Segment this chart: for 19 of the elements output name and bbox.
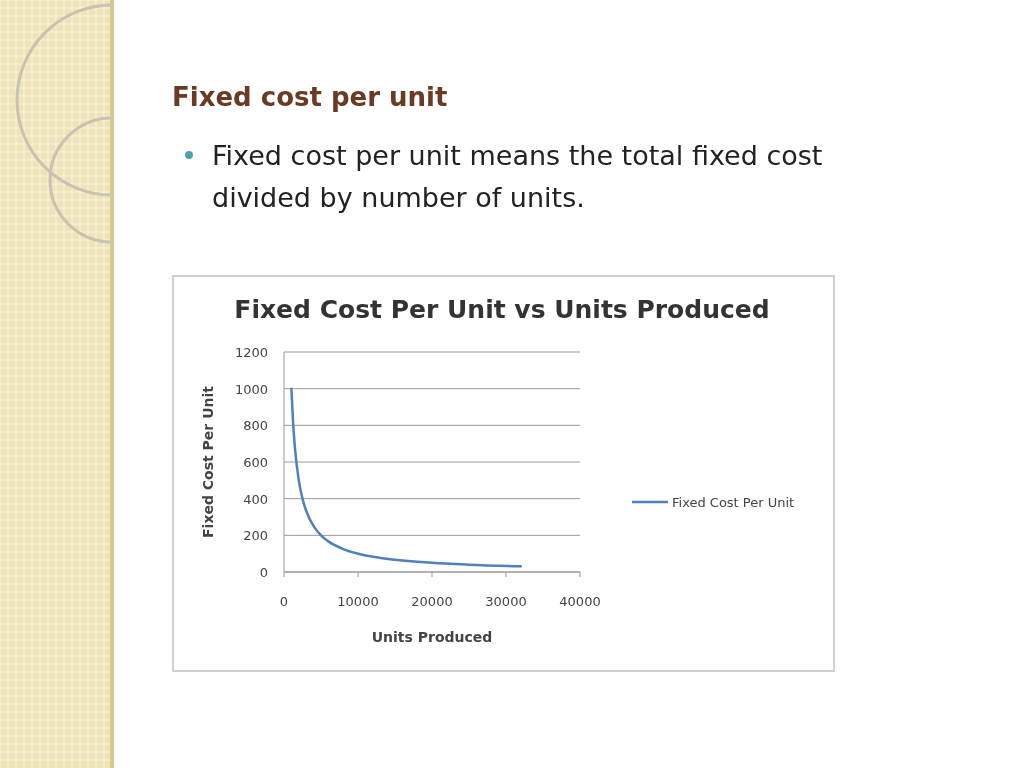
x-axis-title: Units Produced: [371, 629, 493, 645]
y-tick-label: 400: [243, 491, 268, 507]
x-tick-label: 0: [279, 594, 289, 609]
y-tick-label: 1200: [234, 345, 268, 360]
text: Fixed cost per unit: [172, 82, 448, 112]
x-tick-label: 40000: [559, 594, 601, 609]
y-tick-label: 600: [243, 455, 268, 470]
legend-label: Fixed Cost Per Unit: [672, 495, 795, 510]
y-tick-label: 200: [243, 528, 268, 544]
x-tick-label: 10000: [337, 594, 379, 609]
chart-title: Fixed Cost Per Unit vs Units Produced: [234, 295, 770, 324]
line-series: [290, 387, 523, 568]
text: Fixed cost per unit means the total fixed cost divided by number of units.: [212, 140, 823, 213]
x-tick-label: 30000: [485, 594, 527, 609]
y-tick-label: 800: [243, 418, 268, 434]
x-tick-label: 20000: [411, 594, 453, 609]
y-axis-title: Fixed Cost Per Unit: [200, 385, 216, 538]
y-tick-label: 0: [259, 565, 268, 580]
y-tick-label: 1000: [234, 381, 268, 397]
